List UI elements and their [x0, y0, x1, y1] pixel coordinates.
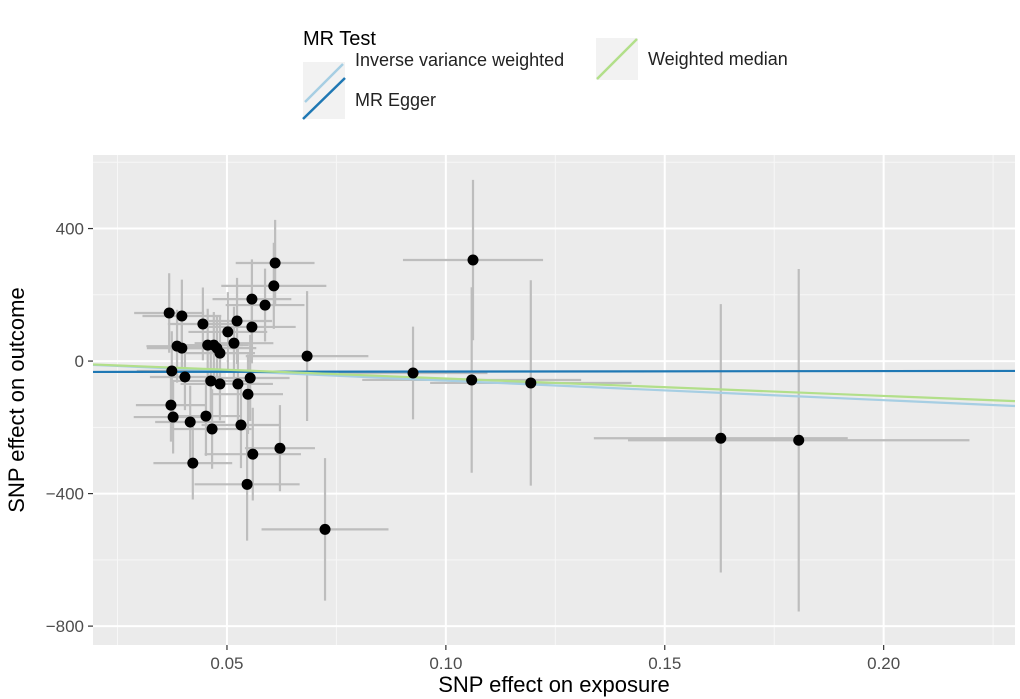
- x-tick-label: 0.20: [867, 654, 900, 673]
- data-point: [241, 478, 253, 490]
- fit-line-weighted-median: [92, 363, 1016, 403]
- data-point: [301, 350, 313, 362]
- data-point: [205, 375, 217, 387]
- x-tick-label: 0.05: [210, 654, 243, 673]
- data-point: [246, 321, 258, 333]
- x-tick-label: 0.15: [648, 654, 681, 673]
- y-tick-label: 0: [75, 352, 84, 371]
- data-point: [259, 299, 271, 311]
- data-point: [319, 523, 331, 535]
- data-point: [232, 378, 244, 390]
- legend-line-wm: [596, 38, 638, 80]
- data-point: [166, 365, 178, 377]
- data-point: [163, 307, 175, 319]
- data-point: [246, 293, 258, 305]
- data-point: [247, 448, 259, 460]
- data-point: [269, 257, 281, 269]
- data-point: [176, 342, 188, 354]
- data-point: [228, 337, 240, 349]
- data-point: [466, 374, 478, 386]
- data-point: [525, 377, 537, 389]
- fit-line-mr-egger: [92, 369, 1016, 374]
- legend-line-egger: [302, 77, 346, 120]
- x-axis-label: SNP effect on exposure: [438, 672, 670, 697]
- legend-label-wm: Weighted median: [648, 49, 788, 69]
- legend-label-ivw: Inverse variance weighted: [355, 50, 564, 70]
- data-point: [242, 388, 254, 400]
- data-point: [165, 399, 177, 411]
- data-point: [793, 434, 805, 446]
- y-tick-label: −400: [46, 485, 84, 504]
- data-point: [274, 442, 286, 454]
- data-point: [407, 367, 419, 379]
- data-point: [179, 371, 191, 383]
- data-point: [222, 326, 234, 338]
- legend: MR Test Inverse variance weighted MR Egg…: [302, 28, 788, 120]
- data-point: [244, 372, 256, 384]
- data-point: [235, 419, 247, 431]
- legend-title: MR Test: [303, 28, 376, 50]
- data-point: [200, 410, 212, 422]
- data-point: [214, 378, 226, 390]
- x-tick-label: 0.10: [429, 654, 462, 673]
- data-point: [231, 315, 243, 327]
- data-point: [214, 347, 226, 359]
- legend-line-ivw: [304, 63, 344, 103]
- data-point: [467, 254, 479, 266]
- data-point: [206, 423, 218, 435]
- data-point: [187, 457, 199, 469]
- y-axis-label: SNP effect on outcome: [4, 287, 29, 512]
- data-point: [268, 280, 280, 292]
- data-point: [197, 318, 209, 330]
- data-point: [176, 310, 188, 322]
- data-point: [184, 416, 196, 428]
- data-point: [715, 432, 727, 444]
- y-tick-label: 400: [56, 220, 84, 239]
- y-tick-label: −800: [46, 617, 84, 636]
- data-point: [202, 339, 214, 351]
- legend-label-egger: MR Egger: [355, 90, 436, 110]
- data-point: [167, 411, 179, 423]
